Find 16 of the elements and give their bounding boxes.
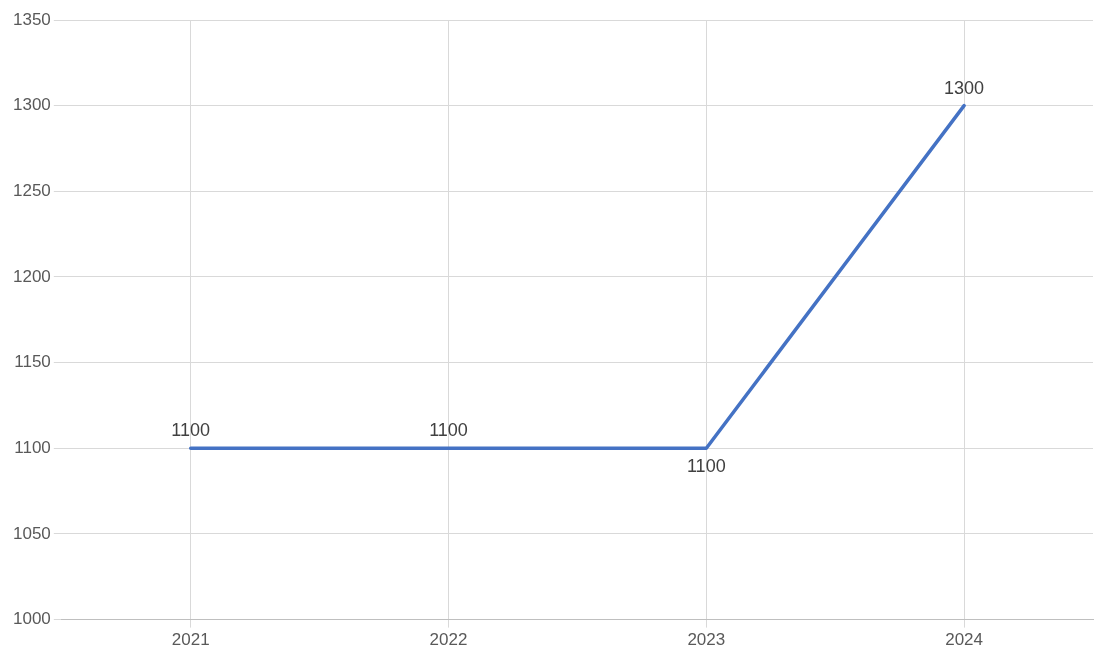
- y-tick-label: 1250: [12, 181, 51, 200]
- data-label: 1300: [944, 77, 985, 98]
- data-label: 1100: [429, 420, 468, 441]
- y-tick-label: 1100: [14, 437, 51, 457]
- data-label: 1100: [171, 420, 211, 441]
- y-tick-label: 1150: [14, 352, 51, 372]
- x-tick-label: 2023: [687, 630, 726, 650]
- x-tick-label: 2022: [429, 630, 468, 650]
- y-tick-label: 1000: [12, 609, 51, 629]
- y-tick-label: 1300: [12, 95, 51, 115]
- data-label: 1100: [686, 456, 726, 477]
- x-tick-label: 2024: [945, 630, 984, 650]
- y-tick-label: 1200: [12, 266, 51, 286]
- y-tick-label: 1350: [12, 9, 51, 29]
- x-tick-label: 2021: [171, 630, 210, 650]
- y-tick-label: 1050: [12, 523, 51, 543]
